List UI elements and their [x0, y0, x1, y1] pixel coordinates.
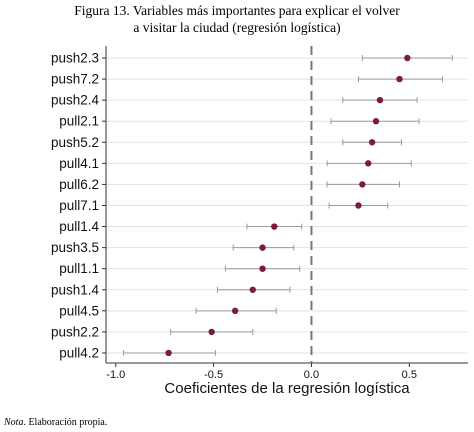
figure-title-line-2: a visitar la ciudad (regresión logística… — [133, 20, 341, 35]
x-tick-label: -0.5 — [204, 369, 223, 381]
y-tick-label: push2.2 — [51, 324, 99, 339]
estimate-point — [359, 181, 366, 188]
estimate-point — [271, 223, 278, 230]
y-tick-label: pull4.2 — [59, 345, 99, 360]
y-tick-label: push7.2 — [51, 72, 99, 87]
y-tick-label: push1.4 — [51, 282, 100, 297]
x-axis-title: Coeficientes de la regresión logística — [164, 380, 410, 397]
estimate-point — [396, 75, 403, 83]
estimate-point — [376, 96, 384, 104]
estimate-point — [355, 202, 362, 209]
y-tick-label: pull6.2 — [59, 177, 99, 192]
y-tick-label: push3.5 — [51, 240, 99, 255]
estimate-point — [249, 286, 256, 293]
y-tick-label: pull1.1 — [59, 261, 99, 276]
x-tick-label: 0.0 — [304, 369, 319, 381]
estimate-point — [259, 265, 266, 272]
figure-note: Nota. Elaboración propia. — [4, 417, 107, 428]
y-tick-label: pull1.4 — [59, 219, 99, 234]
y-tick-label: pull7.1 — [59, 198, 99, 213]
y-tick-label: push2.4 — [51, 93, 100, 108]
estimate-point — [365, 160, 372, 167]
figure-title-line-1: Figura 13. Variables más importantes par… — [74, 3, 400, 18]
x-tick-label: -1.0 — [106, 369, 125, 381]
estimate-point — [165, 349, 172, 357]
y-tick-label: push5.2 — [51, 135, 99, 150]
estimate-point — [372, 118, 380, 125]
note-text: . Elaboración propia. — [23, 417, 108, 428]
estimate-point — [231, 307, 239, 315]
y-tick-label: pull4.1 — [59, 156, 99, 171]
estimate-point — [368, 139, 376, 146]
estimate-point — [404, 54, 411, 62]
y-tick-label: pull2.1 — [59, 114, 99, 129]
estimate-point — [259, 244, 266, 251]
x-tick-label: 0.5 — [402, 369, 417, 381]
note-label: Nota — [4, 417, 24, 428]
figure-title: Figura 13. Variables más importantes par… — [0, 2, 474, 36]
y-tick-label: push2.3 — [51, 51, 99, 66]
y-tick-label: pull4.5 — [59, 303, 99, 318]
estimate-point — [208, 328, 215, 336]
